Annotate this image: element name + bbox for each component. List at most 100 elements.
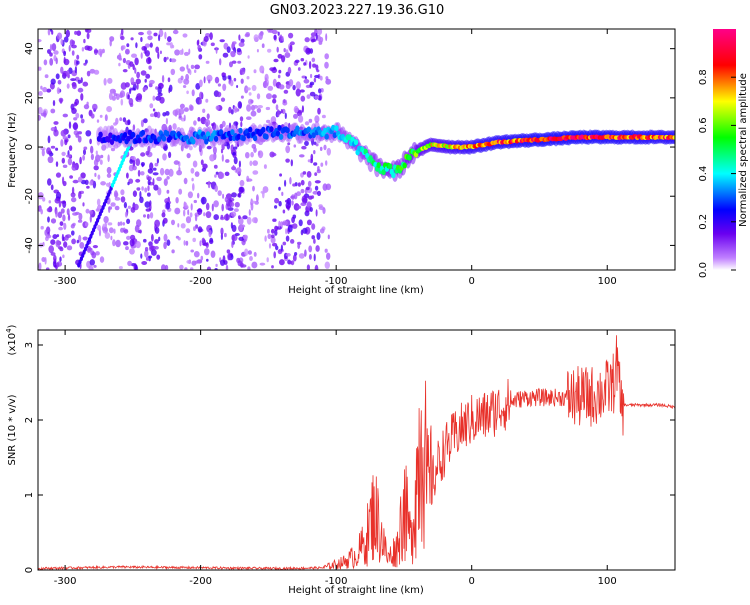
noise-blob bbox=[205, 211, 212, 219]
noise-blob bbox=[277, 74, 281, 79]
noise-blob bbox=[166, 42, 171, 46]
noise-blob bbox=[270, 228, 275, 234]
noise-blob bbox=[166, 56, 169, 60]
noise-blob bbox=[56, 87, 61, 95]
noise-blob bbox=[183, 177, 188, 185]
colorbar-tick-label: 0.2 bbox=[698, 214, 709, 230]
noise-blob bbox=[190, 203, 193, 211]
noise-blob bbox=[59, 256, 62, 263]
noise-blob bbox=[106, 166, 112, 174]
noise-blob bbox=[70, 192, 76, 198]
ridge-core bbox=[285, 127, 290, 134]
noise-blob bbox=[67, 157, 73, 166]
noise-blob bbox=[149, 42, 153, 48]
noise-blob bbox=[120, 227, 124, 233]
noise-blob bbox=[104, 114, 108, 122]
noise-blob bbox=[317, 107, 321, 115]
noise-blob bbox=[316, 232, 321, 241]
noise-blob bbox=[127, 181, 130, 186]
noise-blob bbox=[234, 233, 240, 236]
noise-blob bbox=[90, 113, 95, 119]
noise-blob bbox=[72, 212, 78, 216]
noise-blob bbox=[158, 236, 161, 242]
noise-blob bbox=[113, 122, 117, 126]
noise-blob bbox=[325, 78, 332, 85]
noise-blob bbox=[276, 46, 279, 53]
noise-blob bbox=[122, 57, 126, 64]
noise-blob bbox=[183, 51, 190, 56]
noise-blob bbox=[285, 235, 290, 242]
noise-blob bbox=[155, 46, 160, 53]
noise-blob bbox=[280, 109, 283, 114]
noise-blob bbox=[137, 169, 141, 177]
noise-blob bbox=[289, 41, 295, 46]
noise-blob bbox=[47, 156, 54, 164]
noise-blob bbox=[295, 88, 301, 97]
noise-blob bbox=[41, 257, 46, 262]
noise-blob bbox=[93, 159, 99, 167]
noise-blob bbox=[293, 144, 297, 148]
ridge-core bbox=[391, 172, 396, 179]
noise-blob bbox=[293, 113, 298, 119]
noise-blob bbox=[171, 219, 175, 226]
noise-blob bbox=[193, 251, 200, 258]
noise-blob bbox=[71, 107, 77, 114]
noise-blob bbox=[306, 264, 310, 270]
noise-blob bbox=[86, 185, 90, 189]
noise-blob bbox=[164, 264, 169, 270]
noise-blob bbox=[104, 227, 108, 233]
noise-blob bbox=[285, 83, 291, 90]
noise-blob bbox=[91, 251, 97, 259]
noise-blob bbox=[297, 110, 302, 117]
ridge-core bbox=[402, 162, 407, 169]
noise-blob bbox=[171, 249, 175, 254]
x-tick-label: -300 bbox=[54, 576, 77, 587]
noise-blob bbox=[77, 176, 83, 183]
noise-blob bbox=[79, 242, 85, 249]
noise-blob bbox=[141, 46, 147, 51]
noise-blob bbox=[163, 233, 168, 242]
noise-blob bbox=[172, 29, 179, 35]
noise-blob bbox=[163, 56, 167, 63]
noise-blob bbox=[107, 154, 110, 162]
noise-blob bbox=[306, 171, 312, 178]
noise-blob bbox=[85, 130, 92, 137]
noise-blob bbox=[165, 111, 170, 116]
noise-blob bbox=[85, 59, 88, 64]
noise-blob bbox=[186, 260, 192, 264]
noise-blob bbox=[140, 52, 143, 59]
noise-blob bbox=[304, 37, 310, 43]
noise-blob bbox=[305, 186, 310, 191]
noise-blob bbox=[180, 223, 186, 229]
noise-blob bbox=[73, 102, 78, 107]
noise-blob bbox=[192, 183, 195, 191]
noise-blob bbox=[254, 200, 259, 205]
noise-blob bbox=[199, 99, 202, 105]
noise-blob bbox=[54, 264, 57, 268]
noise-blob bbox=[71, 164, 78, 171]
noise-blob bbox=[58, 97, 64, 103]
noise-blob bbox=[146, 30, 152, 36]
ridge-core bbox=[106, 136, 111, 143]
noise-blob bbox=[108, 206, 113, 210]
x-tick-label: 0 bbox=[469, 576, 475, 587]
noise-blob bbox=[174, 207, 181, 215]
noise-blob bbox=[78, 212, 83, 221]
x-tick-label: 0 bbox=[469, 276, 475, 287]
colorbar-tick-label: 0.6 bbox=[698, 117, 709, 133]
noise-blob bbox=[86, 70, 91, 77]
noise-blob bbox=[48, 245, 54, 254]
noise-blob bbox=[38, 106, 43, 115]
noise-blob bbox=[54, 198, 61, 204]
noise-blob bbox=[319, 36, 324, 43]
ridge-core bbox=[212, 130, 217, 136]
noise-blob bbox=[127, 119, 131, 126]
noise-blob bbox=[221, 154, 224, 162]
noise-blob bbox=[221, 72, 227, 76]
noise-blob bbox=[311, 57, 316, 63]
noise-blob bbox=[322, 183, 328, 191]
noise-blob bbox=[62, 254, 65, 259]
noise-blob bbox=[59, 201, 62, 207]
noise-blob bbox=[293, 203, 300, 211]
